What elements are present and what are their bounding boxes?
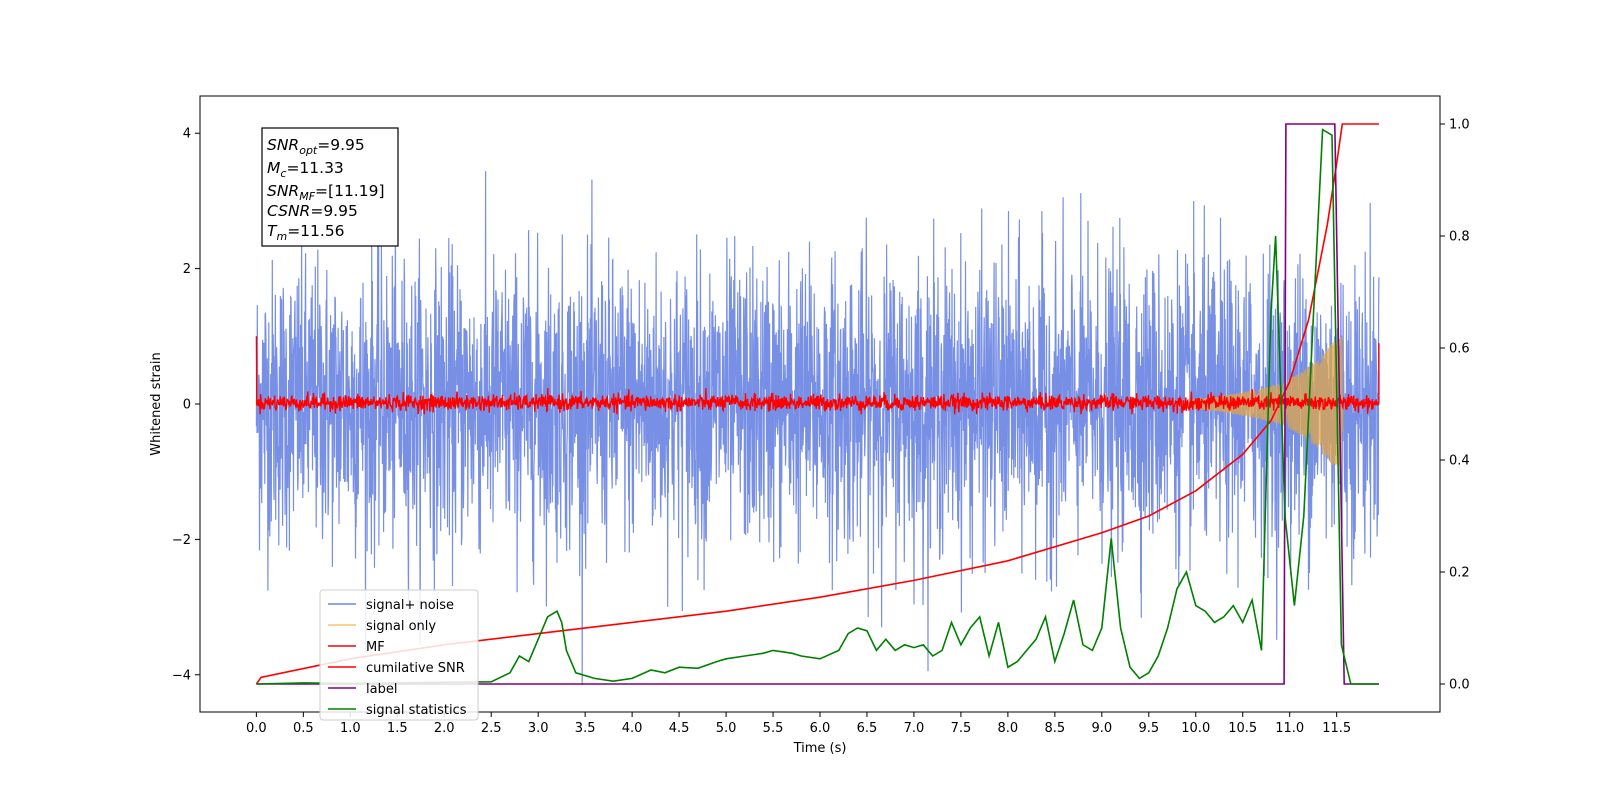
x-tick-label: 10.0 <box>1181 721 1210 736</box>
series-signal-noise <box>255 171 1380 685</box>
x-tick-label: 5.0 <box>716 721 737 736</box>
x-tick-label: 8.0 <box>998 721 1019 736</box>
x-tick-label: 0.0 <box>246 721 267 736</box>
stat-snr-mf: SNRMF=[11.19] <box>267 182 385 203</box>
y-tick-label: 0 <box>183 398 191 413</box>
x-tick-label: 7.5 <box>951 721 972 736</box>
x-tick-label: 9.5 <box>1138 721 1159 736</box>
x-tick-label: 3.5 <box>575 721 596 736</box>
x-tick-label: 11.0 <box>1275 721 1304 736</box>
legend-label-signal-statistics: signal statistics <box>366 703 467 718</box>
y2-tick-label: 0.6 <box>1449 342 1470 357</box>
x-tick-label: 10.5 <box>1228 721 1257 736</box>
legend: signal+ noise signal only MF cumilative … <box>319 589 479 721</box>
x-tick-label: 6.0 <box>810 721 831 736</box>
y-tick-label: 4 <box>183 127 191 142</box>
x-tick-label: 5.5 <box>763 721 784 736</box>
legend-label-mf: MF <box>366 640 385 655</box>
x-tick-label: 4.5 <box>669 721 690 736</box>
legend-label-label: label <box>366 682 397 697</box>
legend-label-signal-only: signal only <box>366 619 436 634</box>
stat-csnr: CSNR=9.95 <box>267 202 358 220</box>
series-signal-statistics <box>256 128 1379 685</box>
legend-label-signal-noise: signal+ noise <box>366 598 454 613</box>
y2-tick-label: 0.0 <box>1449 678 1470 693</box>
stats-box: SNRopt=9.95 Mc=11.33 SNRMF=[11.19] CSNR=… <box>261 127 399 247</box>
x-axis: 0.0 0.5 1.0 1.5 2.0 2.5 3.0 3.5 4.0 4.5 5.0 5.5 6.0 6… <box>246 712 1351 736</box>
x-tick-label: 2.0 <box>434 721 455 736</box>
x-tick-label: 3.0 <box>528 721 549 736</box>
x-tick-label: 4.0 <box>622 721 643 736</box>
x-axis-label: Time (s) <box>793 741 847 756</box>
y2-tick-label: 1.0 <box>1449 118 1470 133</box>
x-tick-label: 0.5 <box>293 721 314 736</box>
y-axis-label: Whitened strain <box>149 352 164 455</box>
x-tick-label: 6.5 <box>857 721 878 736</box>
stat-mc: Mc=11.33 <box>267 159 344 180</box>
x-tick-label: 8.5 <box>1045 721 1066 736</box>
x-tick-label: 11.5 <box>1322 721 1351 736</box>
x-tick-label: 9.0 <box>1091 721 1112 736</box>
x-tick-label: 7.0 <box>904 721 925 736</box>
y2-tick-label: 0.4 <box>1449 454 1470 469</box>
y2-tick-label: 0.8 <box>1449 230 1470 245</box>
y-axis-left: 4 2 0 −2 −4 <box>172 127 200 683</box>
y-tick-label: −4 <box>172 668 191 683</box>
x-tick-label: 2.5 <box>481 721 502 736</box>
y-tick-label: 2 <box>183 262 191 277</box>
stat-tm: Tm=11.56 <box>267 222 345 243</box>
x-tick-label: 1.0 <box>340 721 361 736</box>
legend-label-cumulative-snr: cumilative SNR <box>366 661 465 676</box>
x-tick-label: 1.5 <box>387 721 408 736</box>
stat-snr-opt: SNRopt=9.95 <box>267 136 365 157</box>
y2-tick-label: 0.2 <box>1449 566 1470 581</box>
y-axis-right: 1.0 0.8 0.6 0.4 0.2 0.0 <box>1440 118 1470 693</box>
series-mf <box>255 336 1380 415</box>
y-tick-label: −2 <box>172 533 191 548</box>
